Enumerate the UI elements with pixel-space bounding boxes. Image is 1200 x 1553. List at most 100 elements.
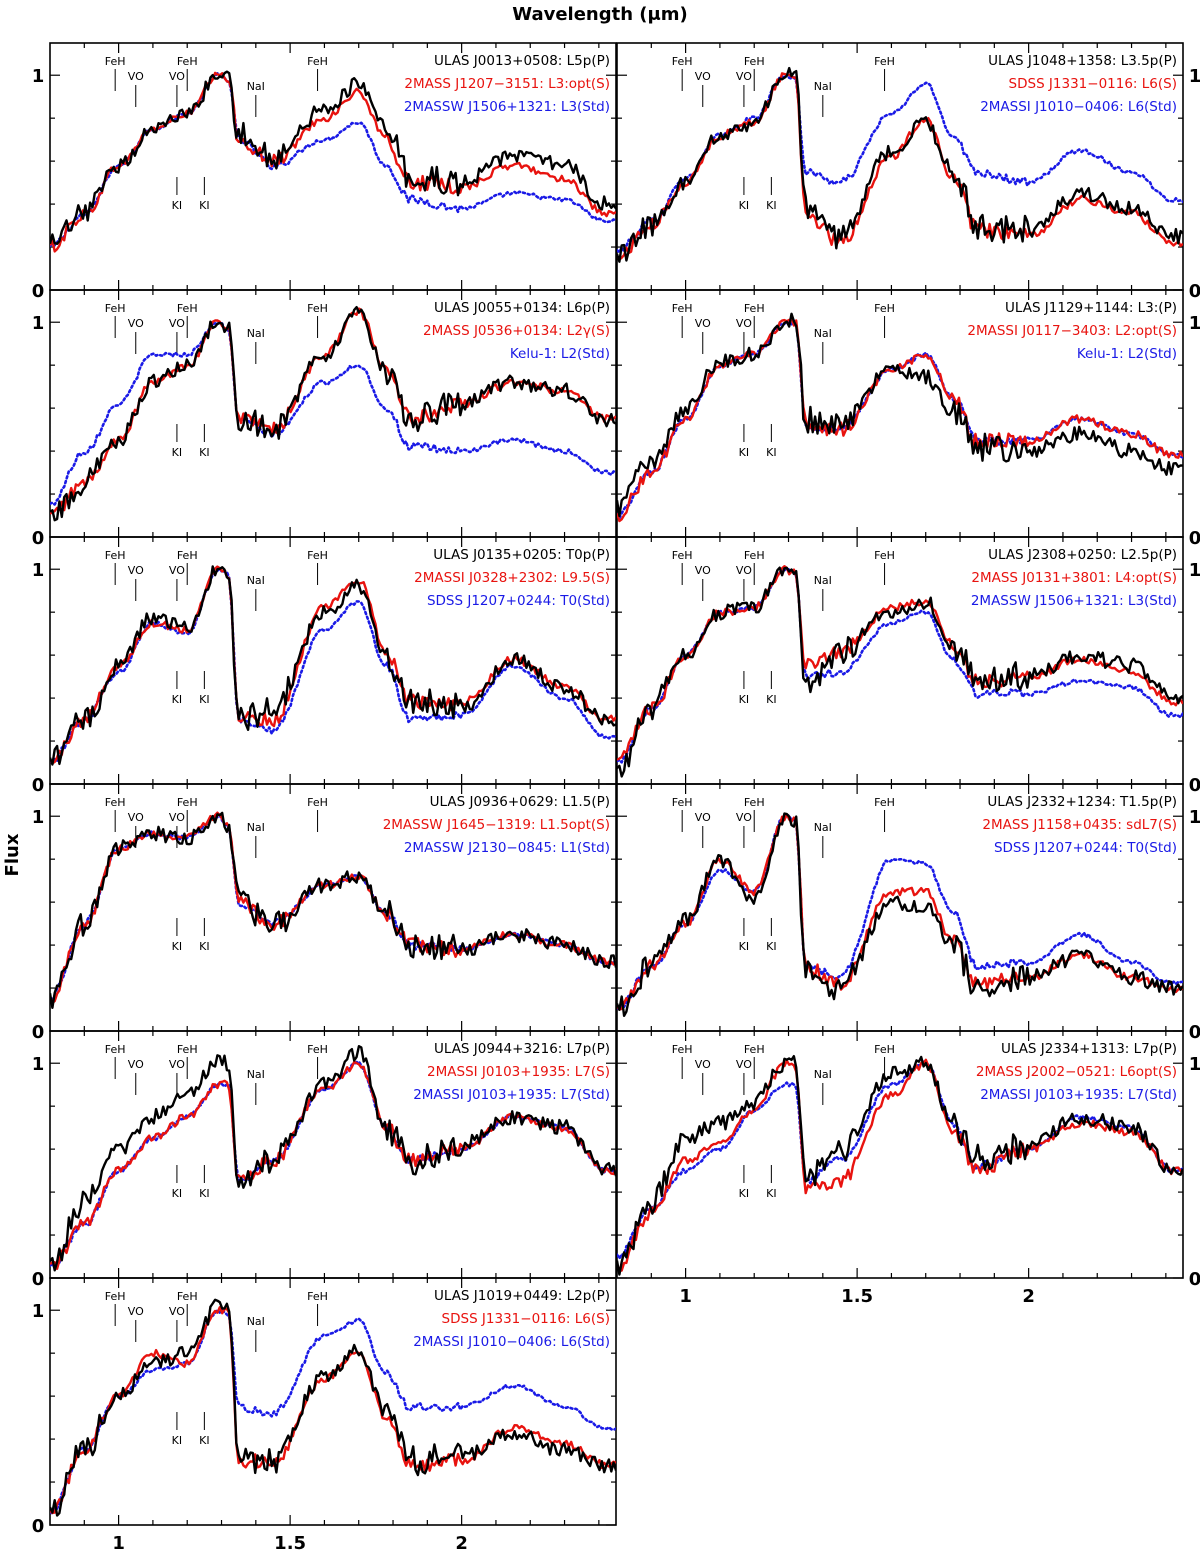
feature-label: NaI <box>814 821 832 834</box>
feature-label: FeH <box>105 302 126 315</box>
feature-label: KI <box>766 693 776 706</box>
feature-label: KI <box>739 693 749 706</box>
feature-label: FeH <box>105 796 126 809</box>
legend-target: ULAS J0936+0629: L1.5(P) <box>430 794 610 810</box>
feature-label: VO <box>695 811 711 824</box>
feature-label: KI <box>172 693 182 706</box>
feature-label: VO <box>695 564 711 577</box>
feature-label: FeH <box>177 1043 198 1056</box>
legend-comparison: SDSS J1331−0116: L6(S) <box>1009 76 1177 92</box>
series-line-target <box>617 566 1183 778</box>
feature-label: FeH <box>307 549 328 562</box>
feature-label: FeH <box>672 55 693 68</box>
y-tick-label: 1 <box>32 1054 45 1075</box>
feature-label: FeH <box>744 549 765 562</box>
feature-label: KI <box>199 693 209 706</box>
y-tick-label: 1 <box>1189 313 1200 334</box>
x-tick-label: 2 <box>455 1533 468 1553</box>
series-line-comparison <box>617 317 1183 523</box>
wavelength-axis-label: Wavelength (μm) <box>512 4 688 25</box>
legend-target: ULAS J1019+0449: L2p(P) <box>434 1288 610 1304</box>
feature-label: VO <box>128 70 144 83</box>
legend-comparison: 2MASS J0536+0134: L2γ(S) <box>423 323 610 339</box>
feature-label: FeH <box>177 55 198 68</box>
y-tick-label: 0 <box>32 775 45 796</box>
y-tick-label: 1 <box>1189 560 1200 581</box>
feature-label: FeH <box>307 1290 328 1303</box>
y-tick-label: 1 <box>1189 1054 1200 1075</box>
feature-label: VO <box>128 811 144 824</box>
y-tick-label: 0 <box>1189 775 1200 796</box>
feature-label: KI <box>766 199 776 212</box>
feature-label: VO <box>695 317 711 330</box>
feature-label: FeH <box>177 302 198 315</box>
legend-target: ULAS J0013+0508: L5p(P) <box>434 53 610 69</box>
series-line-target <box>50 1045 616 1272</box>
legend-standard: 2MASSI J1010−0406: L6(Std) <box>980 99 1177 115</box>
feature-label: KI <box>739 199 749 212</box>
feature-label: FeH <box>672 302 693 315</box>
flux-axis-label: Flux <box>2 833 23 876</box>
legend-standard: SDSS J1207+0244: T0(Std) <box>427 593 610 609</box>
feature-label: KI <box>199 199 209 212</box>
feature-label: FeH <box>307 1043 328 1056</box>
feature-label: VO <box>128 317 144 330</box>
feature-label: KI <box>739 940 749 953</box>
series-line-target <box>50 1298 616 1517</box>
feature-label: FeH <box>672 1043 693 1056</box>
feature-label: KI <box>766 446 776 459</box>
feature-label: VO <box>695 70 711 83</box>
legend-comparison: 2MASS J1207−3151: L3:opt(S) <box>404 76 610 92</box>
feature-label: VO <box>736 564 752 577</box>
series-line-standard <box>50 1308 616 1515</box>
feature-label: FeH <box>105 55 126 68</box>
feature-label: FeH <box>744 796 765 809</box>
legend-comparison: 2MASSI J0328+2302: L9.5(S) <box>414 570 610 586</box>
series-line-comparison <box>50 307 616 515</box>
legend-target: ULAS J2332+1234: T1.5p(P) <box>987 794 1177 810</box>
legend-standard: 2MASSW J1506+1321: L3(Std) <box>404 99 610 115</box>
legend-comparison: 2MASSI J0103+1935: L7(S) <box>427 1064 610 1080</box>
y-tick-label: 0 <box>1189 281 1200 302</box>
feature-label: VO <box>169 317 185 330</box>
legend-target: ULAS J1129+1144: L3:(P) <box>1005 300 1177 316</box>
feature-label: KI <box>739 446 749 459</box>
feature-label: NaI <box>247 821 265 834</box>
feature-label: FeH <box>105 1290 126 1303</box>
feature-label: NaI <box>247 327 265 340</box>
feature-label: KI <box>199 1434 209 1447</box>
feature-label: FeH <box>874 1043 895 1056</box>
legend-target: ULAS J2308+0250: L2.5p(P) <box>988 547 1177 563</box>
y-tick-label: 0 <box>32 1516 45 1537</box>
feature-label: FeH <box>105 549 126 562</box>
feature-label: VO <box>169 811 185 824</box>
feature-label: VO <box>169 564 185 577</box>
legend-standard: SDSS J1207+0244: T0(Std) <box>994 840 1177 856</box>
feature-label: KI <box>199 446 209 459</box>
y-tick-label: 1 <box>32 807 45 828</box>
feature-label: KI <box>199 940 209 953</box>
legend-target: ULAS J2334+1313: L7p(P) <box>1001 1041 1177 1057</box>
feature-label: VO <box>736 70 752 83</box>
feature-label: NaI <box>247 80 265 93</box>
feature-label: NaI <box>814 574 832 587</box>
feature-label: KI <box>172 1187 182 1200</box>
feature-label: FeH <box>177 549 198 562</box>
series-line-comparison <box>50 565 616 765</box>
feature-label: FeH <box>307 55 328 68</box>
feature-label: VO <box>128 1058 144 1071</box>
series-line-target <box>50 565 616 766</box>
feature-label: NaI <box>814 80 832 93</box>
legend-standard: 2MASSW J1506+1321: L3(Std) <box>971 593 1177 609</box>
panel-frame <box>616 1030 1184 1279</box>
feature-label: FeH <box>177 1290 198 1303</box>
